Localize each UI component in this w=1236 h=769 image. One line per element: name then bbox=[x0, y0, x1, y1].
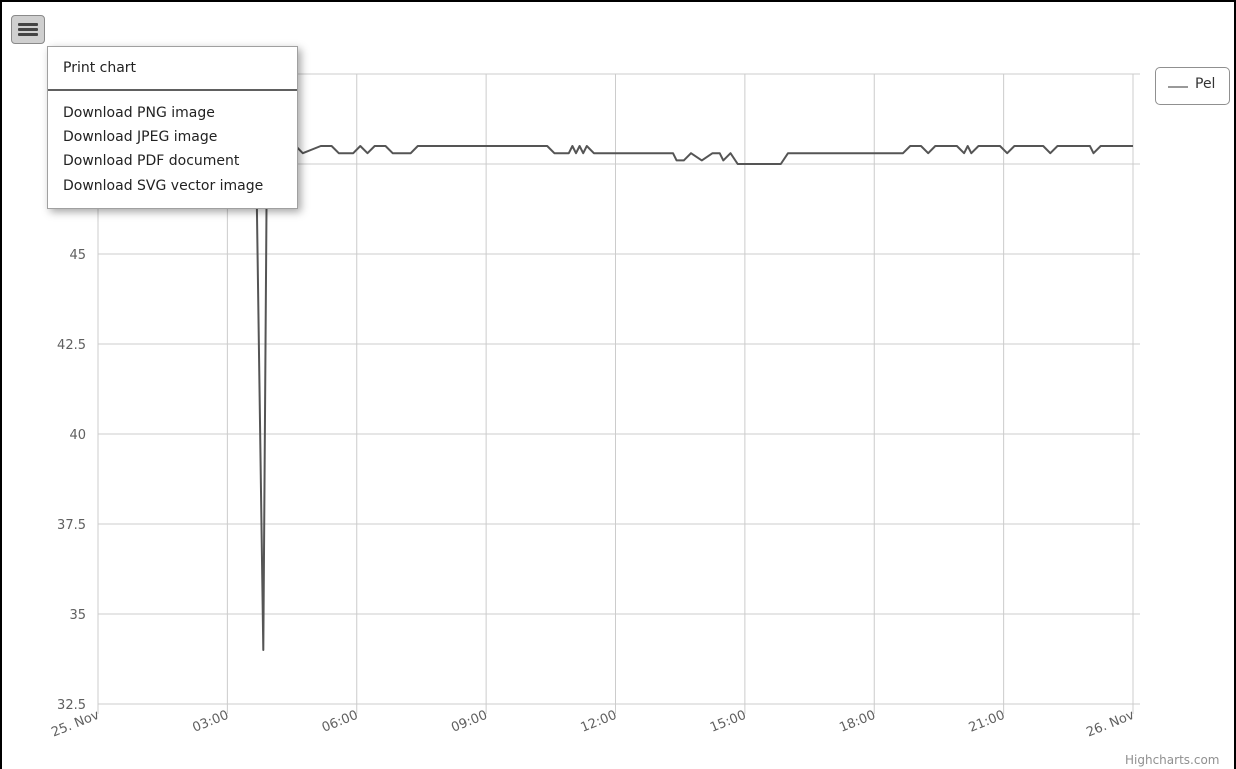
legend[interactable]: Pel bbox=[1155, 67, 1230, 105]
x-tick-label: 15:00 bbox=[708, 708, 748, 736]
x-tick-label: 18:00 bbox=[837, 708, 877, 736]
y-tick-label: 45 bbox=[69, 248, 86, 263]
y-tick-label: 42.5 bbox=[57, 338, 86, 353]
y-tick-label: 37.5 bbox=[57, 518, 86, 533]
x-tick-label: 09:00 bbox=[449, 708, 489, 736]
series-layer bbox=[255, 145, 1133, 651]
y-tick-label: 35 bbox=[69, 608, 86, 623]
x-tick-label: 21:00 bbox=[967, 708, 1007, 736]
y-tick-label: 32.5 bbox=[57, 698, 86, 713]
x-tick-label: 06:00 bbox=[320, 708, 360, 736]
x-tick-label: 03:00 bbox=[191, 708, 231, 736]
download-jpeg-item[interactable]: Download JPEG image bbox=[63, 129, 218, 145]
x-axis-labels: 25. Nov 03:00 06:00 09:00 12:00 15:00 18:00 21:… bbox=[49, 708, 1136, 741]
x-tick-label: 12:00 bbox=[579, 708, 619, 736]
menu-divider bbox=[48, 89, 297, 91]
export-menu: Print chart Download PNG image Download … bbox=[47, 46, 298, 209]
y-axis-labels: 32.5 35 37.5 40 42.5 45 bbox=[57, 248, 86, 713]
download-png-item[interactable]: Download PNG image bbox=[63, 105, 215, 121]
x-tick-label: 26. Nov bbox=[1084, 708, 1136, 741]
legend-item-pel: Pel bbox=[1195, 76, 1216, 92]
print-chart-item[interactable]: Print chart bbox=[63, 60, 137, 76]
download-pdf-item[interactable]: Download PDF document bbox=[63, 153, 240, 169]
hamburger-icon bbox=[18, 23, 38, 26]
credits-link[interactable]: Highcharts.com bbox=[1125, 753, 1220, 767]
context-menu-button[interactable] bbox=[11, 15, 45, 44]
y-tick-label: 40 bbox=[69, 428, 86, 443]
legend-line-symbol bbox=[1168, 86, 1188, 88]
series-line-pel bbox=[255, 145, 1133, 651]
download-svg-item[interactable]: Download SVG vector image bbox=[63, 178, 264, 194]
